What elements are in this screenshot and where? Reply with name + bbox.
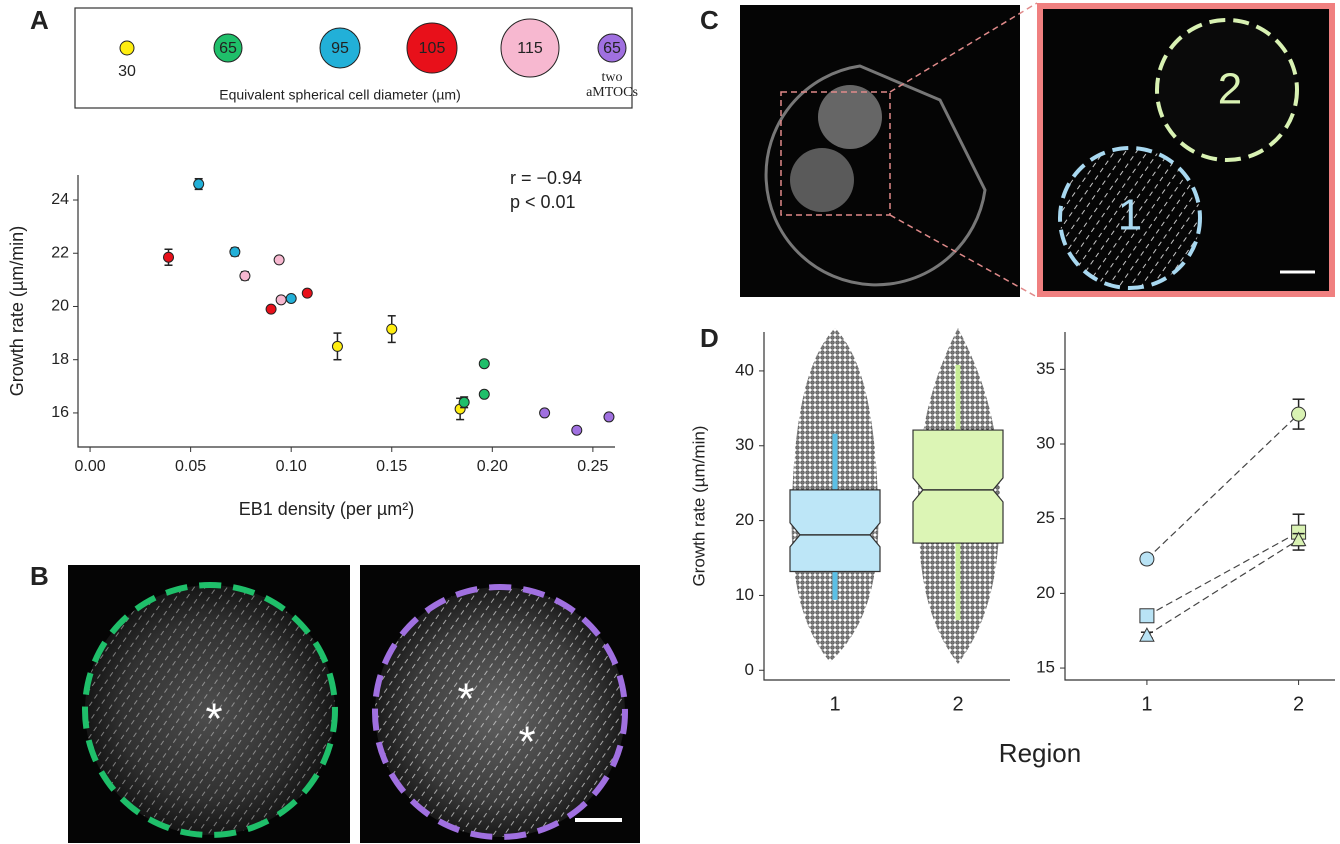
point (604, 412, 614, 422)
axis (1065, 332, 1335, 680)
y-tick-label: 20 (51, 298, 69, 315)
y-axis-label: Growth rate (µm/min) (689, 426, 708, 587)
line (1147, 414, 1299, 559)
x-tick-label: 0.15 (376, 458, 407, 475)
x-tick-label: 0.10 (276, 458, 307, 475)
point (1140, 628, 1154, 641)
legend-note: two (602, 70, 623, 85)
point (276, 295, 286, 305)
legend-label: 65 (219, 40, 237, 57)
region-label: 1 (1118, 191, 1142, 240)
point (459, 397, 469, 407)
legend-label: 95 (331, 40, 349, 57)
legend-label: 30 (118, 63, 136, 80)
line (1147, 532, 1299, 616)
x-tick-label: 1 (829, 693, 840, 715)
x-tick-label: 1 (1141, 693, 1152, 715)
y-tick-label: 24 (51, 191, 69, 208)
annotation: p < 0.01 (510, 192, 576, 212)
x-axis-label: EB1 density (per µm²) (239, 499, 414, 519)
point (1292, 407, 1306, 421)
y-tick-label: 25 (1036, 508, 1055, 527)
asterisk: * (518, 718, 535, 767)
legend-label: 105 (419, 40, 446, 57)
x-tick-label: 0.25 (577, 458, 608, 475)
y-tick-label: 15 (1036, 658, 1055, 677)
point (572, 425, 582, 435)
point (266, 304, 276, 314)
y-tick-label: 30 (1036, 434, 1055, 453)
legend-note: aMTOCs (586, 85, 638, 100)
panel-label: C (700, 5, 719, 35)
y-tick-label: 22 (51, 244, 69, 261)
point (164, 252, 174, 262)
point (387, 324, 397, 334)
legend-label: 65 (603, 40, 621, 57)
point (302, 288, 312, 298)
asterisk: * (457, 675, 474, 724)
point (332, 341, 342, 351)
point (479, 359, 489, 369)
x-tick-label: 0.20 (477, 458, 508, 475)
y-tick-label: 16 (51, 404, 69, 421)
line (1147, 540, 1299, 636)
figure: A B C D * * * 1 2 0.00 0.05 0.10 0.15 0.20 0.… (0, 0, 1340, 844)
x-axis-label: Region (999, 738, 1081, 768)
point (1140, 609, 1154, 623)
panel-label: B (30, 561, 49, 591)
y-tick-label: 30 (735, 435, 754, 454)
box (913, 430, 1003, 543)
image-c: 1 2 (740, 3, 1332, 297)
y-axis-label: Growth rate (µm/min) (7, 226, 27, 396)
panel-label: A (30, 5, 49, 35)
y-tick-label: 20 (735, 510, 754, 529)
point (540, 408, 550, 418)
x-tick-label: 0.05 (175, 458, 206, 475)
legend-swatch (120, 41, 134, 55)
page: {"panels": {"a": "A", "b": "B", "c": "C"… (0, 0, 1340, 844)
axis (78, 175, 615, 447)
legend-label: 115 (517, 40, 543, 57)
y-tick-label: 40 (735, 360, 754, 379)
legend-title: Equivalent spherical cell diameter (µm) (219, 87, 461, 103)
x-tick-label: 0.00 (74, 458, 105, 475)
point (240, 271, 250, 281)
y-tick-label: 10 (735, 585, 754, 604)
x-tick-label: 2 (952, 693, 963, 715)
region-label: 2 (1218, 65, 1242, 114)
point (230, 247, 240, 257)
point (194, 179, 204, 189)
box (790, 490, 880, 572)
point (286, 293, 296, 303)
y-tick-label: 20 (1036, 583, 1055, 602)
asterisk: * (205, 695, 222, 744)
point (1140, 552, 1154, 566)
image-b: * * * (68, 565, 640, 843)
x-tick-label: 2 (1293, 693, 1304, 715)
y-tick-label: 0 (745, 660, 754, 679)
y-tick-label: 35 (1036, 359, 1055, 378)
y-tick-label: 18 (51, 351, 69, 368)
point (479, 389, 489, 399)
panel-label: D (700, 323, 719, 353)
annotation: r = −0.94 (510, 168, 582, 188)
point (274, 255, 284, 265)
